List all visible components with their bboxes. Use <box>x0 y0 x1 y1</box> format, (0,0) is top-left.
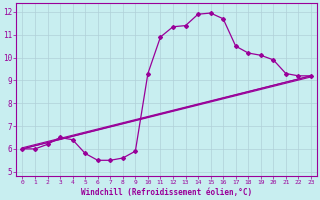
X-axis label: Windchill (Refroidissement éolien,°C): Windchill (Refroidissement éolien,°C) <box>81 188 252 197</box>
